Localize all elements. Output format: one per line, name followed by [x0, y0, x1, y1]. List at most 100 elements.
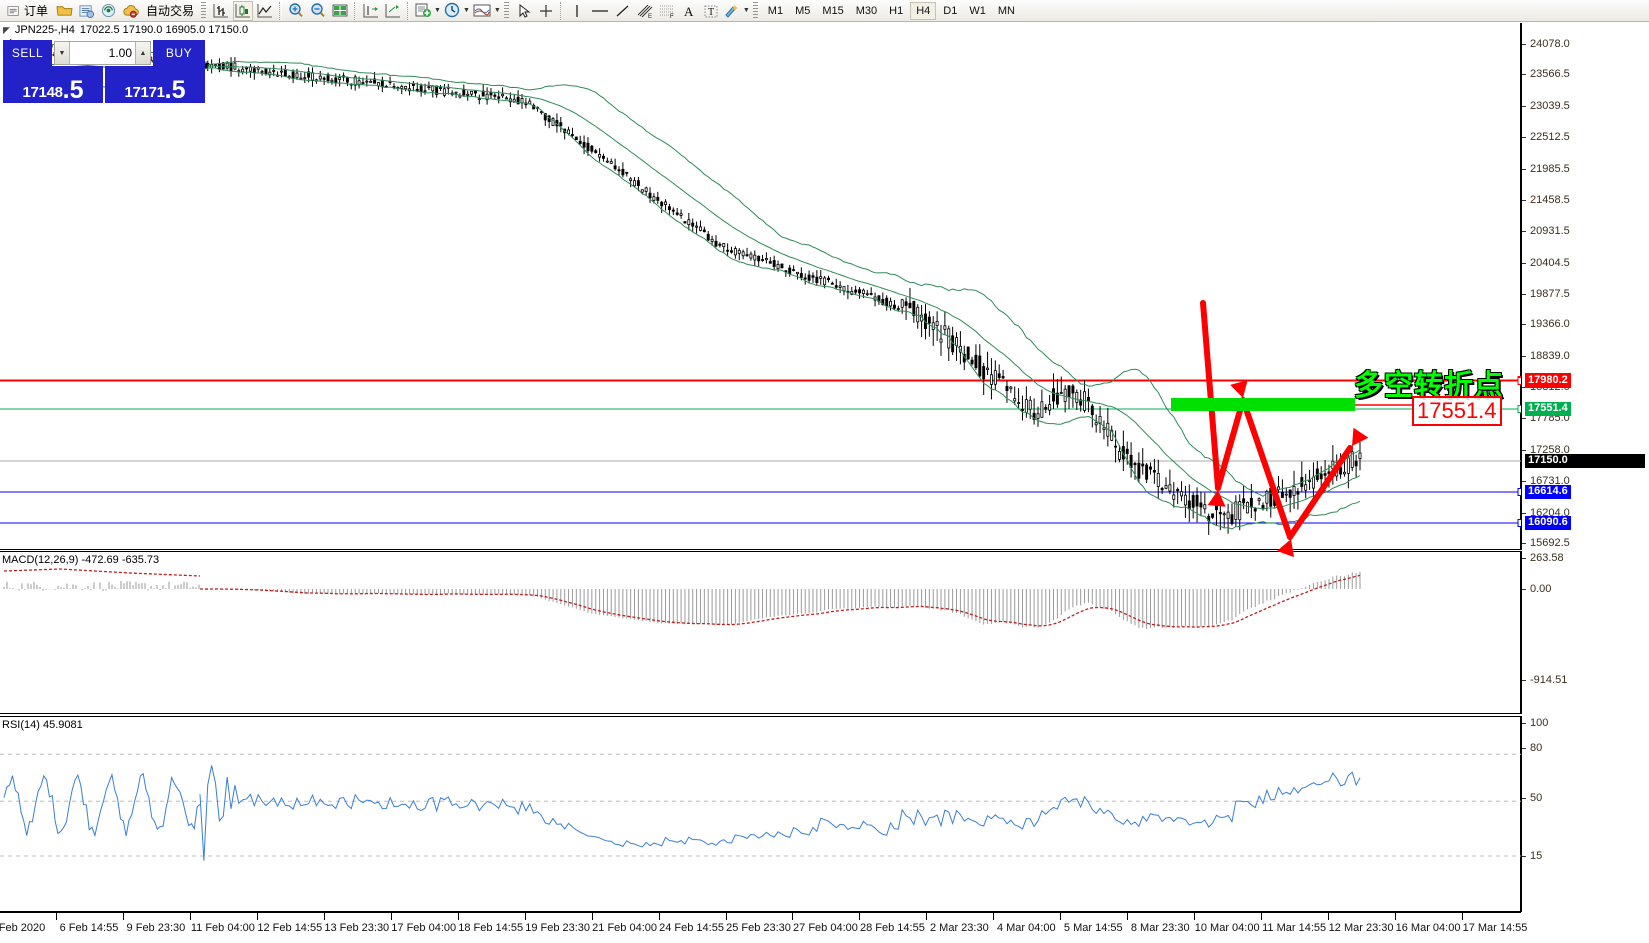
y-tick-rsi-1: 80 — [1522, 742, 1542, 754]
time-tick-12: 27 Feb 04:00 — [793, 922, 858, 934]
price-tag-17980[interactable]: 17980.2 — [1525, 374, 1571, 388]
time-tick-11: 25 Feb 23:30 — [726, 922, 791, 934]
price-tag-16090[interactable]: 16090.6 — [1525, 516, 1571, 530]
price-tag-17150[interactable]: 17150.0 — [1525, 454, 1645, 468]
auto-scroll-icon[interactable] — [383, 1, 403, 21]
y-tick-main-8: 19877.5 — [1522, 288, 1570, 300]
tile-windows-icon[interactable] — [330, 1, 350, 21]
buy-price-display[interactable]: 17171.5 — [105, 66, 205, 103]
time-tick-2: 9 Feb 23:30 — [126, 922, 186, 934]
main-price-pane[interactable] — [0, 23, 1521, 550]
time-tick-16: 5 Mar 14:55 — [1063, 922, 1123, 934]
time-tick-separator-15 — [993, 913, 995, 920]
rsi-pane[interactable] — [0, 716, 1521, 912]
toolbar-separator-4 — [559, 1, 563, 20]
price-axis-rsi[interactable]: 100 80 50 15 — [1521, 716, 1649, 912]
news-icon[interactable] — [76, 1, 96, 21]
y-tick-main-6: 20931.5 — [1522, 225, 1570, 237]
toolbar-grip-3 — [752, 1, 758, 20]
horizontal-line-icon[interactable] — [589, 1, 611, 21]
timeframe-m1[interactable]: M1 — [767, 4, 784, 17]
timeframe-m15[interactable]: M15 — [822, 4, 844, 17]
timeframe-m5[interactable]: M5 — [795, 4, 811, 17]
resistance-zone-rectangle[interactable] — [1171, 398, 1355, 411]
timeframe-h4[interactable]: H4 — [910, 1, 937, 20]
timeframe-h1[interactable]: H1 — [889, 4, 904, 17]
toolbar-grip-2 — [503, 1, 509, 20]
bar-chart-icon[interactable] — [211, 1, 231, 21]
text-label-icon[interactable]: A — [679, 1, 699, 21]
time-tick-17: 8 Mar 23:30 — [1130, 922, 1190, 934]
volume-value[interactable]: 1.00 — [70, 42, 135, 64]
volume-stepper[interactable]: ▼ 1.00 ▲ — [54, 41, 151, 65]
autotrading-button[interactable]: 自动交易 — [142, 1, 198, 21]
chart-symbol-label: JPN225-,H4 — [14, 24, 75, 36]
price-axis-macd[interactable]: 263.58 0.00 -914.51 — [1521, 551, 1649, 714]
timeframe-m30[interactable]: M30 — [855, 4, 878, 17]
time-axis[interactable]: Feb 2020 6 Feb 14:55 9 Feb 23:30 11 Feb 04:… — [0, 912, 1527, 943]
time-tick-separator-13 — [859, 913, 861, 920]
time-tick-separator-5 — [323, 913, 325, 920]
price-tag-17551[interactable]: 17551.4 — [1525, 402, 1571, 416]
sell-price-display[interactable]: 17148.5 — [3, 66, 103, 103]
toolbar-separator-3 — [407, 1, 411, 20]
draw-objects-icon[interactable]: ▼ — [723, 1, 750, 21]
time-tick-separator-6 — [390, 913, 392, 920]
buy-button[interactable]: BUY — [153, 40, 205, 66]
y-tick-main-0: 24078.0 — [1522, 38, 1570, 50]
price-tag-16614[interactable]: 16614.6 — [1525, 485, 1571, 499]
templates-caret-icon[interactable]: ▼ — [493, 7, 501, 14]
time-tick-15: 4 Mar 04:00 — [996, 922, 1056, 934]
crosshair-icon[interactable] — [536, 1, 556, 21]
volume-increase-icon[interactable]: ▲ — [135, 42, 150, 64]
signal-icon[interactable] — [98, 1, 118, 21]
fibonacci-icon[interactable]: F — [657, 1, 677, 21]
indicators-icon[interactable]: ▼ — [414, 1, 441, 21]
trendline-icon[interactable] — [613, 1, 633, 21]
y-tick-main-15: 16204.0 — [1522, 507, 1570, 519]
y-tick-main-9: 19366.0 — [1522, 318, 1570, 330]
period-icon[interactable]: ▼ — [443, 1, 470, 21]
sell-price-fraction: .5 — [62, 75, 84, 104]
time-tick-separator-20 — [1328, 913, 1330, 920]
volume-decrease-icon[interactable]: ▼ — [55, 42, 70, 64]
time-tick-separator-14 — [926, 913, 928, 920]
folder-icon[interactable] — [54, 1, 74, 21]
time-tick-14: 2 Mar 23:30 — [930, 922, 989, 934]
timeframe-mn[interactable]: MN — [997, 4, 1015, 17]
time-tick-separator-18 — [1194, 913, 1196, 920]
price-axis-main[interactable]: 24078.0 23566.5 23039.5 22512.5 21985.5 21458… — [1521, 23, 1649, 550]
line-chart-icon[interactable] — [255, 1, 275, 21]
vertical-line-icon[interactable] — [567, 1, 587, 21]
rsi-indicator-label: RSI(14) 45.9081 — [2, 719, 83, 731]
market-icon[interactable] — [120, 1, 140, 21]
macd-pane[interactable] — [0, 551, 1521, 714]
zoom-in-icon[interactable] — [286, 1, 306, 21]
timeframe-w1[interactable]: W1 — [969, 4, 986, 17]
y-tick-main-5: 21458.5 — [1522, 194, 1570, 206]
text-box-icon[interactable]: T — [701, 1, 721, 21]
time-tick-separator-12 — [792, 913, 794, 920]
timeframe-d1[interactable]: D1 — [943, 4, 958, 17]
y-tick-main-10: 18839.0 — [1522, 350, 1570, 362]
indicators-caret-icon[interactable]: ▼ — [434, 7, 441, 14]
one-click-trading-panel[interactable]: SELL ▼ 1.00 ▲ BUY 17148.5 17171.5 — [3, 40, 205, 105]
time-tick-separator-11 — [725, 913, 727, 920]
target-price-annotation[interactable]: 17551.4 — [1412, 396, 1502, 426]
new-order-button[interactable]: 订单 — [3, 1, 52, 21]
equidistant-channel-icon[interactable]: E — [635, 1, 655, 21]
svg-text:T: T — [708, 7, 714, 18]
period-caret-icon[interactable]: ▼ — [462, 7, 470, 14]
draw-objects-caret-icon[interactable]: ▼ — [742, 7, 750, 14]
cursor-icon[interactable] — [514, 1, 534, 21]
zoom-out-icon[interactable] — [308, 1, 328, 21]
templates-icon[interactable]: ▼ — [472, 1, 501, 21]
candlestick-chart-icon[interactable] — [233, 0, 254, 21]
time-tick-21: 16 Mar 04:00 — [1395, 922, 1461, 934]
chart-shift-icon[interactable] — [361, 1, 381, 21]
time-tick-separator-1 — [55, 913, 57, 920]
y-tick-main-7: 20404.5 — [1522, 257, 1570, 269]
time-tick-separator-2 — [122, 913, 124, 920]
sell-button[interactable]: SELL — [3, 40, 52, 66]
time-tick-20: 12 Mar 23:30 — [1328, 922, 1394, 934]
